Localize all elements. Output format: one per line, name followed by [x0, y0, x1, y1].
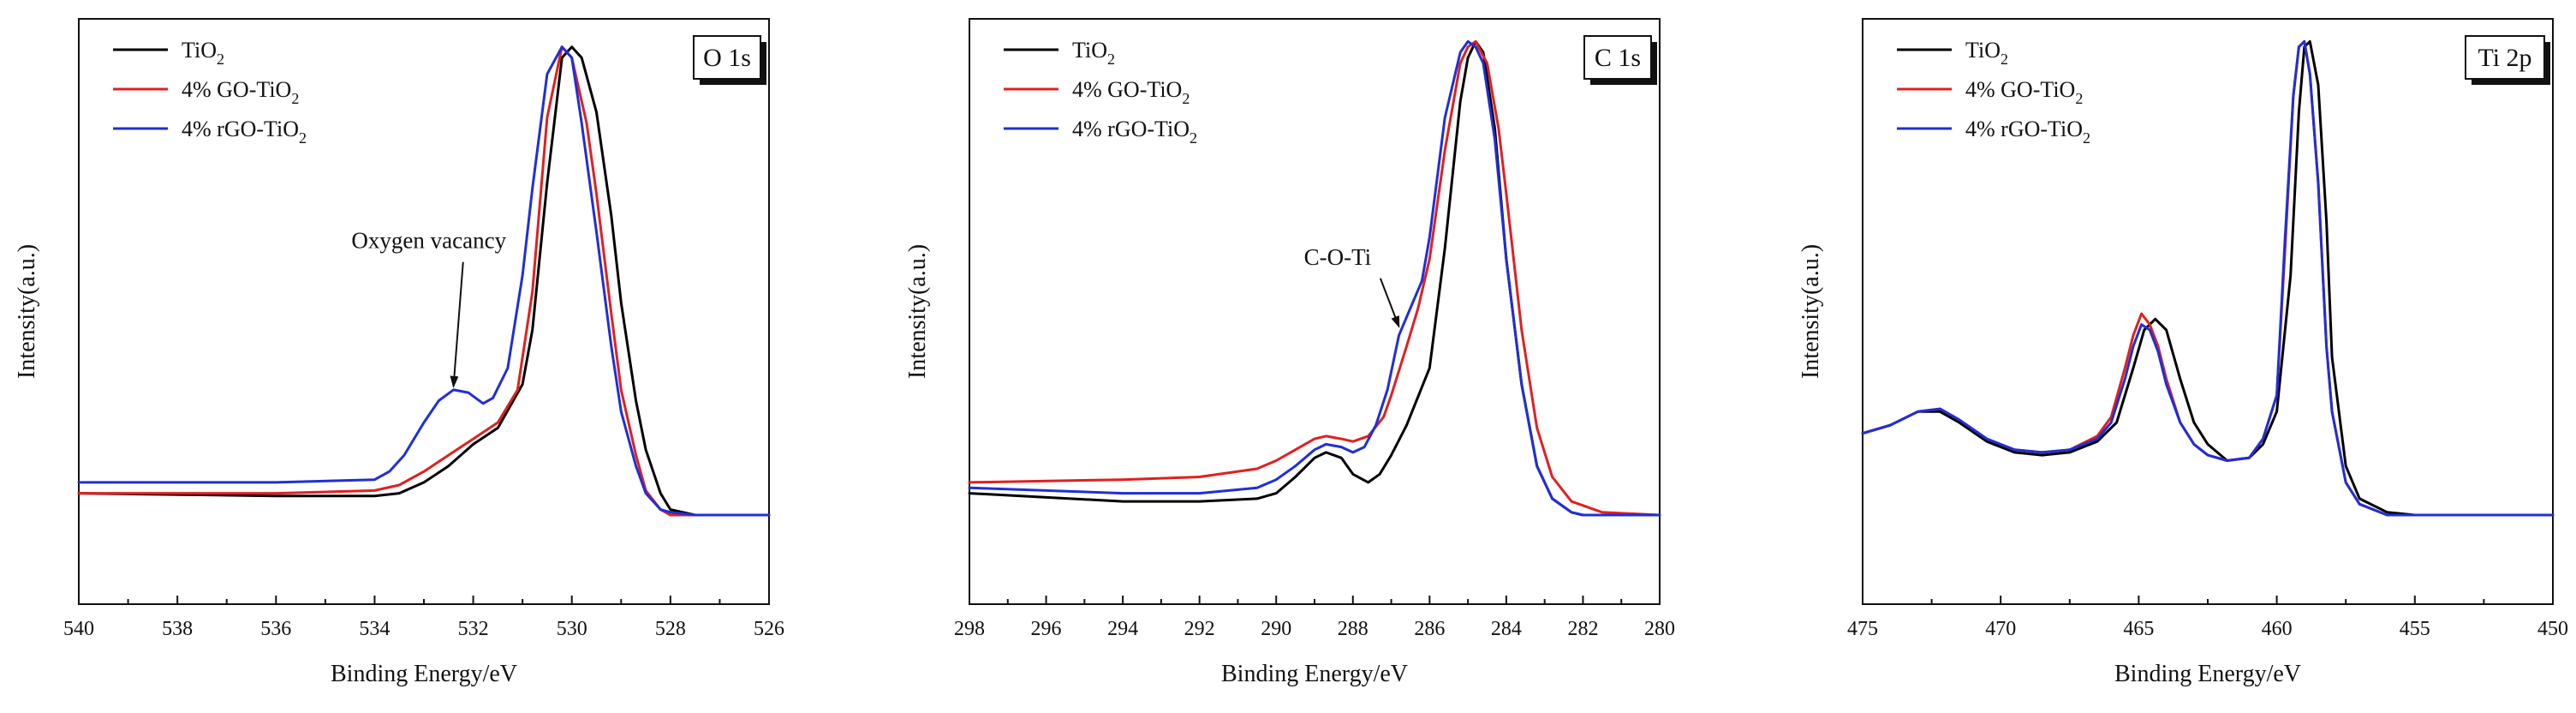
panel-label-box: [1583, 35, 1652, 80]
legend-subscript: 2: [291, 90, 299, 107]
x-axis-title: Binding Energy/eV: [331, 661, 517, 687]
plot-frame: [969, 18, 1661, 605]
x-tick-label: 286: [1414, 618, 1445, 640]
legend-entry: 4% rGO-TiO2: [1965, 117, 2090, 147]
series-line-4-go-tio2: [968, 39, 1661, 517]
plot-frame: [1862, 18, 2554, 605]
annotation-label: C-O-Ti: [1304, 244, 1372, 270]
x-tick-label: 298: [954, 618, 985, 640]
legend-label: 4% GO-TiO: [182, 77, 291, 102]
x-tick-label: 538: [162, 618, 193, 640]
y-axis-title: Intensity(a.u.): [904, 244, 931, 379]
x-tick-label: 534: [359, 618, 390, 640]
legend-entry: 4% rGO-TiO2: [182, 117, 307, 147]
x-tick-label: 465: [2123, 618, 2154, 640]
legend-subscript: 2: [2075, 90, 2083, 107]
x-tick-label: 528: [655, 618, 686, 640]
legend-entry: TiO2: [182, 38, 224, 68]
legend-entry: 4% rGO-TiO2: [1072, 117, 1197, 147]
annotation-arrow: [450, 261, 464, 388]
legend-label: 4% GO-TiO: [1965, 77, 2075, 102]
panel-o-1s: 540 538 536 534 532 530 528 526 Binding Energy/e…: [14, 18, 784, 687]
x-tick-label: 284: [1491, 618, 1522, 640]
x-tick-label: 296: [1031, 618, 1062, 640]
x-tick-label: 532: [458, 618, 489, 640]
legend-entry: 4% GO-TiO2: [1965, 77, 2083, 107]
x-axis-title: Binding Energy/eV: [2114, 661, 2301, 687]
panel-label-box: [693, 35, 761, 80]
y-axis-title: Intensity(a.u.): [14, 244, 40, 379]
series-line-4-rgo-tio2: [77, 45, 771, 517]
x-tick-label: 282: [1567, 618, 1598, 640]
x-tick-label: 470: [1985, 618, 2016, 640]
legend-entry: TiO2: [1965, 38, 2008, 68]
x-axis-title: Binding Energy/eV: [1221, 661, 1408, 687]
series-line-tio2: [1861, 39, 2555, 517]
series-line-tio2: [968, 39, 1661, 517]
x-tick-label: 540: [63, 618, 94, 640]
legend-subscript: 2: [217, 51, 224, 68]
panel-ti-2p: 475 470 465 460 455 450 Binding Energy/eV Inten…: [1798, 18, 2568, 687]
x-tick-label: 280: [1644, 618, 1675, 640]
legend-label: TiO: [1072, 38, 1107, 63]
x-tick-label: 292: [1184, 618, 1215, 640]
panel-label: O 1s: [703, 44, 751, 72]
legend-subscript: 2: [2083, 129, 2090, 147]
legend-label: TiO: [1965, 38, 2001, 63]
x-tick-label: 290: [1261, 618, 1291, 640]
x-tick-label: 530: [557, 618, 587, 640]
x-tick-label: 475: [1847, 618, 1878, 640]
y-axis-title: Intensity(a.u.): [1798, 244, 1824, 379]
x-tick-label: 288: [1338, 618, 1368, 640]
legend-entry: 4% GO-TiO2: [1072, 77, 1190, 107]
legend-label: 4% GO-TiO: [1072, 77, 1182, 102]
x-tick-label: 536: [260, 618, 291, 640]
legend-label: 4% rGO-TiO: [182, 117, 299, 141]
x-tick-label: 450: [2537, 618, 2568, 640]
legend-subscript: 2: [1182, 90, 1190, 107]
panel-label: Ti 2p: [2478, 44, 2531, 72]
x-tick-label: 460: [2262, 618, 2293, 640]
legend-label: TiO: [182, 38, 217, 63]
plot-frame: [78, 18, 770, 605]
panel-label: C 1s: [1595, 44, 1641, 72]
legend-subscript: 2: [299, 129, 307, 147]
legend-label: 4% rGO-TiO: [1072, 117, 1190, 141]
series-line-4-rgo-tio2: [1861, 39, 2555, 517]
legend-subscript: 2: [1107, 51, 1115, 68]
legend-label: 4% rGO-TiO: [1965, 117, 2083, 141]
x-tick-label: 526: [754, 618, 784, 640]
panel-c-1s: 298 296 294 292 290 288 286 284 282 280 Binding En…: [904, 18, 1675, 687]
panel-label-box: [2465, 35, 2545, 80]
legend-entry: TiO2: [1072, 38, 1115, 68]
series-line-4-rgo-tio2: [968, 39, 1661, 517]
legend-subscript: 2: [2001, 51, 2008, 68]
x-tick-label: 294: [1107, 618, 1138, 640]
annotation-arrow: [1379, 278, 1400, 328]
x-tick-label: 455: [2400, 618, 2430, 640]
legend-subscript: 2: [1190, 129, 1197, 147]
legend-entry: 4% GO-TiO2: [182, 77, 299, 107]
annotation-label: Oxygen vacancy: [351, 228, 506, 254]
